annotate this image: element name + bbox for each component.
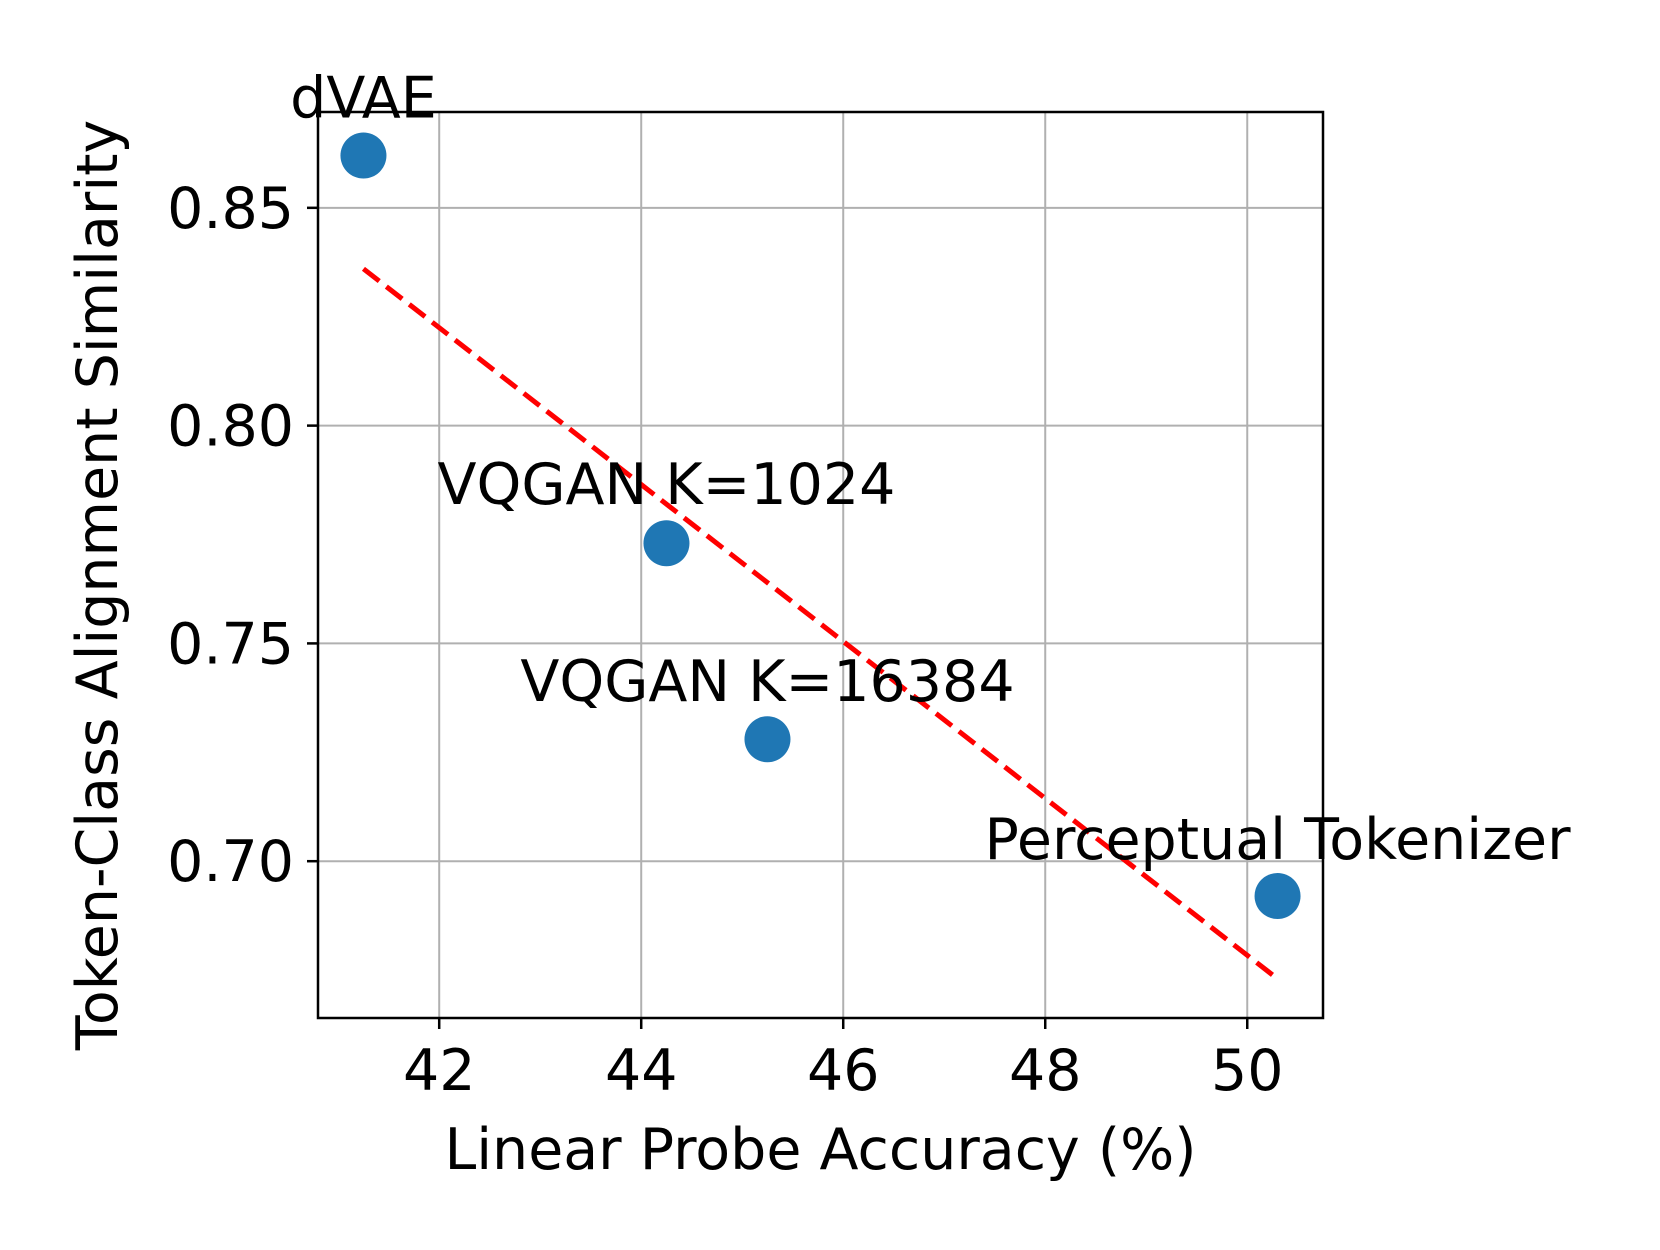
y-tick-label: 0.70	[167, 829, 294, 895]
x-tick-label: 50	[1211, 1038, 1284, 1104]
data-point	[744, 716, 791, 763]
trend-line	[361, 266, 1280, 981]
x-tick-label: 42	[403, 1038, 476, 1104]
data-point-label: VQGAN K=1024	[437, 452, 895, 518]
data-point-label: dVAE	[290, 66, 437, 132]
x-tick-label: 44	[605, 1038, 678, 1104]
x-tick-label: 48	[1009, 1038, 1082, 1104]
y-tick-label: 0.80	[167, 394, 294, 460]
x-tick-label: 46	[807, 1038, 880, 1104]
plot-frame	[316, 110, 1325, 1020]
data-point	[1254, 873, 1301, 920]
y-tick-label: 0.85	[167, 176, 294, 242]
x-axis-title: Linear Probe Accuracy (%)	[444, 1117, 1196, 1183]
data-point-label: Perceptual Tokenizer	[985, 807, 1572, 873]
y-axis-title: Token-Class Alignment Similarity	[65, 120, 131, 1051]
data-point-label: VQGAN K=16384	[520, 649, 1014, 715]
y-tick-label: 0.75	[167, 611, 294, 677]
data-point	[340, 132, 387, 179]
data-point	[643, 520, 690, 567]
